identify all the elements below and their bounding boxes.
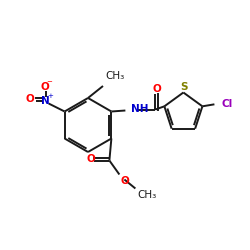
Text: S: S <box>181 82 188 92</box>
Text: +: + <box>48 92 54 98</box>
Text: Cl: Cl <box>222 99 233 109</box>
Text: N: N <box>41 96 50 106</box>
Text: CH₃: CH₃ <box>138 190 157 200</box>
Text: NH: NH <box>132 104 149 114</box>
Text: −: − <box>47 78 52 84</box>
Text: O: O <box>120 176 129 186</box>
Text: O: O <box>40 82 49 92</box>
Text: O: O <box>152 84 161 94</box>
Text: CH₃: CH₃ <box>105 71 124 81</box>
Text: O: O <box>86 154 95 164</box>
Text: O: O <box>25 94 34 104</box>
